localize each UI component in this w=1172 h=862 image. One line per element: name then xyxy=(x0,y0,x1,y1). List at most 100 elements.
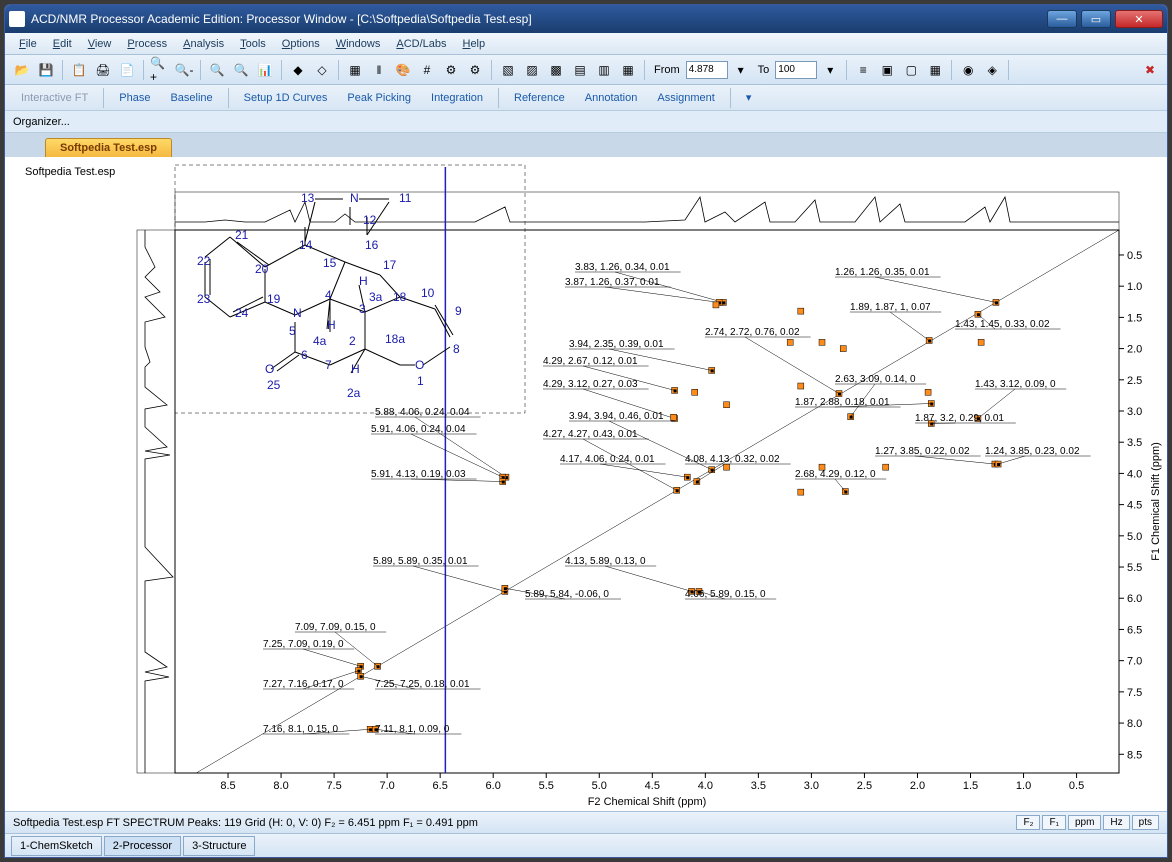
toolbar-button[interactable]: ◆ xyxy=(287,59,309,81)
svg-text:1.87, 3.2, 0.29, 0.01: 1.87, 3.2, 0.29, 0.01 xyxy=(915,413,1004,424)
toolbar-button[interactable]: ▦ xyxy=(617,59,639,81)
subtool-integration[interactable]: Integration xyxy=(423,89,491,107)
toolbar-button[interactable]: ▣ xyxy=(876,59,898,81)
to-spinner[interactable]: ▾ xyxy=(819,59,841,81)
toolbar-button[interactable]: ⚙ xyxy=(440,59,462,81)
menu-view[interactable]: View xyxy=(80,36,120,52)
bottom-tab-0[interactable]: 1-ChemSketch xyxy=(11,836,102,856)
subtool-reference[interactable]: Reference xyxy=(506,89,573,107)
svg-text:2: 2 xyxy=(349,334,356,348)
svg-text:5.0: 5.0 xyxy=(1127,531,1142,543)
menu-acdlabs[interactable]: ACD/Labs xyxy=(388,36,454,52)
toolbar-button[interactable]: 📋 xyxy=(68,59,90,81)
spectrum-view[interactable]: Softpedia Test.esp8.58.07.57.06.56.05.55… xyxy=(5,157,1167,811)
toolbar-button[interactable]: ▦ xyxy=(924,59,946,81)
status-buttons: F₂F₁ppmHzpts xyxy=(1016,815,1159,830)
toolbar-button[interactable]: ◈ xyxy=(981,59,1003,81)
status-btn-f₁[interactable]: F₁ xyxy=(1042,815,1065,830)
maximize-button[interactable]: ▭ xyxy=(1081,10,1111,28)
svg-text:18a: 18a xyxy=(385,332,405,346)
menu-edit[interactable]: Edit xyxy=(45,36,80,52)
from-input[interactable] xyxy=(686,61,728,79)
svg-text:3.5: 3.5 xyxy=(751,780,766,792)
toolbar-button[interactable]: ▨ xyxy=(521,59,543,81)
menu-help[interactable]: Help xyxy=(454,36,493,52)
toolbar-button[interactable]: ◇ xyxy=(311,59,333,81)
bottom-tab-1[interactable]: 2-Processor xyxy=(104,836,181,856)
toolbar-button[interactable]: 📄 xyxy=(116,59,138,81)
main-toolbar: 📂💾📋🖨📄🔍+🔍-🔍🔍📊◆◇▦‖🎨#⚙⚙▧▨▩▤▥▦From▾To▾≡▣▢▦◉◈… xyxy=(5,55,1167,85)
bottom-tab-2[interactable]: 3-Structure xyxy=(183,836,255,856)
file-tab[interactable]: Softpedia Test.esp xyxy=(45,138,172,157)
toolbar-button[interactable]: ▢ xyxy=(900,59,922,81)
toolbar-button[interactable]: 🎨 xyxy=(392,59,414,81)
svg-text:9: 9 xyxy=(455,304,462,318)
file-tabbar: Softpedia Test.esp xyxy=(5,133,1167,157)
subtool-interactiveft[interactable]: Interactive FT xyxy=(13,89,96,107)
menu-file[interactable]: File xyxy=(11,36,45,52)
subtool-phase[interactable]: Phase xyxy=(111,89,158,107)
svg-text:23: 23 xyxy=(197,292,211,306)
sub-toolbar: Interactive FT PhaseBaseline Setup 1D Curv… xyxy=(5,85,1167,111)
svg-text:4a: 4a xyxy=(313,334,327,348)
svg-text:16: 16 xyxy=(365,238,379,252)
svg-text:4.0: 4.0 xyxy=(698,780,713,792)
toolbar-button[interactable]: ✖ xyxy=(1139,59,1161,81)
svg-text:H: H xyxy=(359,274,368,288)
status-btn-hz[interactable]: Hz xyxy=(1103,815,1129,830)
subtool-peakpicking[interactable]: Peak Picking xyxy=(339,89,419,107)
organizer-label: Organizer... xyxy=(13,116,70,128)
svg-text:6.5: 6.5 xyxy=(1127,624,1142,636)
svg-text:3.87, 1.26, 0.37, 0.01: 3.87, 1.26, 0.37, 0.01 xyxy=(565,277,660,288)
toolbar-button[interactable]: 💾 xyxy=(35,59,57,81)
menu-analysis[interactable]: Analysis xyxy=(175,36,232,52)
toolbar-button[interactable]: ▤ xyxy=(569,59,591,81)
subtool-more[interactable]: ▾ xyxy=(738,88,760,107)
toolbar-button[interactable]: 🔍- xyxy=(173,59,195,81)
organizer-bar[interactable]: Organizer... xyxy=(5,111,1167,133)
menu-options[interactable]: Options xyxy=(274,36,328,52)
toolbar-button[interactable]: ⚙ xyxy=(464,59,486,81)
menu-windows[interactable]: Windows xyxy=(328,36,389,52)
toolbar-button[interactable]: 🔍+ xyxy=(149,59,171,81)
svg-text:1.27, 3.85, 0.22, 0.02: 1.27, 3.85, 0.22, 0.02 xyxy=(875,446,970,457)
toolbar-button[interactable]: ‖ xyxy=(368,59,390,81)
status-text: Softpedia Test.esp FT SPECTRUM Peaks: 11… xyxy=(13,817,478,829)
close-button[interactable]: ✕ xyxy=(1115,10,1163,28)
toolbar-button[interactable]: ▩ xyxy=(545,59,567,81)
svg-text:12: 12 xyxy=(363,213,377,227)
toolbar-button[interactable]: ▦ xyxy=(344,59,366,81)
toolbar-button[interactable]: # xyxy=(416,59,438,81)
svg-text:4.17, 4.06, 0.24, 0.01: 4.17, 4.06, 0.24, 0.01 xyxy=(560,454,655,465)
subtool-baseline[interactable]: Baseline xyxy=(162,89,220,107)
svg-text:4: 4 xyxy=(325,288,332,302)
toolbar-button[interactable]: ≡ xyxy=(852,59,874,81)
toolbar-button[interactable]: 🔍 xyxy=(206,59,228,81)
status-btn-f₂[interactable]: F₂ xyxy=(1016,815,1040,830)
svg-text:O: O xyxy=(415,358,424,372)
menu-process[interactable]: Process xyxy=(119,36,175,52)
toolbar-button[interactable]: 🔍 xyxy=(230,59,252,81)
toolbar-button[interactable]: 🖨 xyxy=(92,59,114,81)
svg-text:3.83, 1.26, 0.34, 0.01: 3.83, 1.26, 0.34, 0.01 xyxy=(575,262,670,273)
toolbar-button[interactable]: 📂 xyxy=(11,59,33,81)
status-btn-ppm[interactable]: ppm xyxy=(1068,815,1101,830)
svg-text:6.0: 6.0 xyxy=(486,780,501,792)
svg-text:14: 14 xyxy=(299,238,313,252)
svg-text:11: 11 xyxy=(399,191,412,205)
toolbar-button[interactable]: ◉ xyxy=(957,59,979,81)
svg-text:2.63, 3.09, 0.14, 0: 2.63, 3.09, 0.14, 0 xyxy=(835,374,916,385)
svg-text:17: 17 xyxy=(383,258,397,272)
status-btn-pts[interactable]: pts xyxy=(1132,815,1159,830)
subtool-annotation[interactable]: Annotation xyxy=(577,89,646,107)
toolbar-button[interactable]: ▥ xyxy=(593,59,615,81)
to-input[interactable] xyxy=(775,61,817,79)
toolbar-button[interactable]: 📊 xyxy=(254,59,276,81)
menu-tools[interactable]: Tools xyxy=(232,36,274,52)
subtool-setupdcurves[interactable]: Setup 1D Curves xyxy=(236,89,336,107)
subtool-assignment[interactable]: Assignment xyxy=(649,89,722,107)
titlebar[interactable]: ACD/NMR Processor Academic Edition: Proc… xyxy=(5,5,1167,33)
minimize-button[interactable]: — xyxy=(1047,10,1077,28)
from-spinner[interactable]: ▾ xyxy=(730,59,752,81)
toolbar-button[interactable]: ▧ xyxy=(497,59,519,81)
